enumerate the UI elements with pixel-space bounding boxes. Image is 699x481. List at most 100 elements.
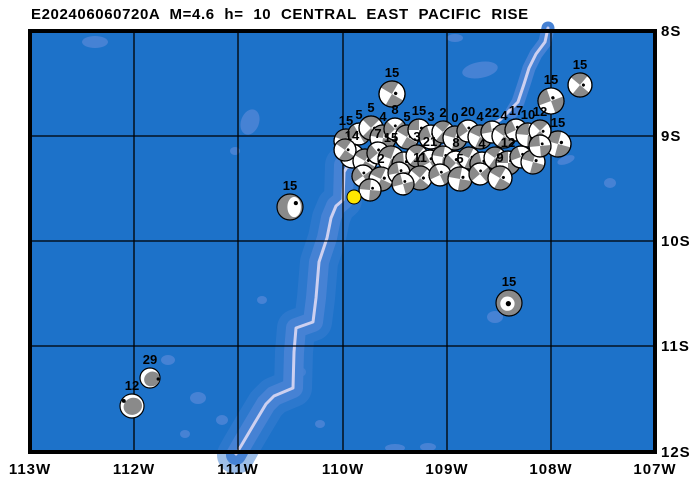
depth-label: 15 bbox=[283, 178, 297, 193]
beachball-outline bbox=[487, 165, 513, 191]
beachball-body bbox=[528, 134, 552, 158]
axis-dot bbox=[551, 96, 555, 100]
compression-quadrant bbox=[348, 124, 359, 140]
beachball-outline bbox=[378, 80, 406, 108]
axis-dot bbox=[540, 142, 544, 146]
depth-label: 15 bbox=[339, 113, 353, 128]
tension-lobe bbox=[287, 196, 301, 218]
axis-dot bbox=[393, 91, 398, 96]
focal-mechanism bbox=[333, 138, 357, 162]
depth-label: 22 bbox=[485, 105, 499, 120]
axis-dot bbox=[156, 377, 160, 381]
compression-quadrant bbox=[532, 120, 548, 131]
compression-quadrant bbox=[494, 178, 511, 190]
beachball-body bbox=[567, 72, 593, 98]
compression-quadrant bbox=[459, 147, 474, 158]
focal-mechanism: 15 bbox=[276, 178, 304, 221]
depth-label: 15 bbox=[384, 130, 398, 145]
beachball-body bbox=[378, 80, 406, 108]
bathymetry-patch bbox=[447, 34, 463, 42]
focal-mechanism bbox=[358, 178, 382, 202]
depth-label: 2 bbox=[377, 151, 384, 166]
depth-label: 12 bbox=[533, 104, 547, 119]
axis-dot bbox=[346, 148, 350, 152]
focal-mechanism bbox=[528, 134, 552, 158]
bathymetry-patch bbox=[161, 355, 175, 365]
focal-mechanism: 29 bbox=[139, 352, 161, 389]
depth-label: 9 bbox=[496, 150, 503, 165]
bathymetry-patch bbox=[557, 155, 575, 165]
latitude-label: 11S bbox=[661, 338, 690, 355]
compression-quadrant bbox=[505, 120, 516, 135]
axis-dot bbox=[439, 170, 443, 174]
compression-quadrant bbox=[352, 166, 363, 183]
beachball-outline bbox=[391, 172, 415, 196]
compression-lobe bbox=[144, 371, 160, 387]
ridge-axis-line bbox=[234, 26, 550, 456]
axis-dot bbox=[371, 186, 375, 190]
longitude-label: 109W bbox=[425, 461, 468, 478]
compression-quadrant bbox=[457, 121, 468, 138]
compression-quadrant bbox=[408, 145, 425, 156]
axis-dot bbox=[399, 169, 403, 173]
axis-dot bbox=[362, 171, 366, 175]
axis-dot bbox=[403, 180, 407, 183]
compression-quadrant bbox=[388, 162, 399, 175]
depth-label: 29 bbox=[143, 352, 157, 367]
beachball-outline bbox=[528, 134, 552, 158]
depth-label: 15 bbox=[573, 57, 587, 72]
compression-quadrant bbox=[434, 121, 451, 132]
axis-dot bbox=[377, 148, 381, 152]
depth-label: 5 bbox=[355, 107, 362, 122]
depth-label: 5 bbox=[367, 100, 374, 115]
beachball-body bbox=[537, 87, 565, 115]
depth-label: 15 bbox=[551, 115, 565, 130]
bathymetry-patch bbox=[420, 443, 436, 451]
beachball-body bbox=[495, 289, 523, 317]
depth-label: 8 bbox=[391, 102, 398, 117]
compression-quadrant bbox=[367, 144, 378, 161]
axis-dot bbox=[467, 126, 471, 130]
compression-quadrant bbox=[448, 167, 463, 179]
compression-quadrant bbox=[540, 145, 551, 157]
compression-quadrant bbox=[369, 190, 381, 201]
beachball-body bbox=[391, 172, 415, 196]
beachball-body bbox=[333, 138, 357, 162]
bathymetry-patch bbox=[487, 311, 503, 323]
depth-label: 3 bbox=[427, 109, 434, 124]
depth-label: 20 bbox=[461, 104, 475, 119]
latitude-label: 10S bbox=[661, 233, 691, 250]
compression-quadrant bbox=[497, 136, 514, 148]
focal-mechanism: 15 bbox=[378, 65, 406, 108]
compression-quadrant bbox=[429, 165, 440, 180]
depth-label: 15 bbox=[385, 65, 399, 80]
beachball-outline bbox=[567, 72, 593, 98]
map-frame bbox=[28, 29, 657, 454]
beachball-outline bbox=[537, 87, 565, 115]
compression-quadrant bbox=[384, 121, 395, 137]
beachball-body bbox=[544, 130, 572, 158]
depth-label: 2 bbox=[439, 105, 446, 120]
depth-label: 5 bbox=[403, 109, 410, 124]
compression-quadrant bbox=[457, 179, 472, 191]
compression-quadrant bbox=[474, 137, 491, 149]
axis-dot bbox=[541, 129, 545, 133]
focal-mechanism: 12 bbox=[119, 378, 145, 419]
longitude-label: 111W bbox=[217, 461, 259, 478]
plot-title: E202406060720A M=4.6 h= 10 CENTRAL EAST … bbox=[31, 6, 529, 23]
depth-label: 7 bbox=[374, 126, 381, 141]
compression-quadrant bbox=[485, 147, 502, 158]
longitude-label: 107W bbox=[633, 461, 676, 478]
depth-label: 5 bbox=[456, 151, 463, 166]
beachball-outline bbox=[468, 162, 492, 186]
axis-dot bbox=[454, 158, 458, 162]
depth-label: 17 bbox=[509, 103, 523, 118]
axis-dot bbox=[479, 169, 483, 173]
beachball-body bbox=[276, 193, 304, 221]
depth-label: 10 bbox=[521, 107, 535, 122]
axis-dot bbox=[121, 399, 126, 403]
focal-mechanism: 15 bbox=[567, 57, 593, 98]
compression-lobe bbox=[123, 397, 142, 415]
